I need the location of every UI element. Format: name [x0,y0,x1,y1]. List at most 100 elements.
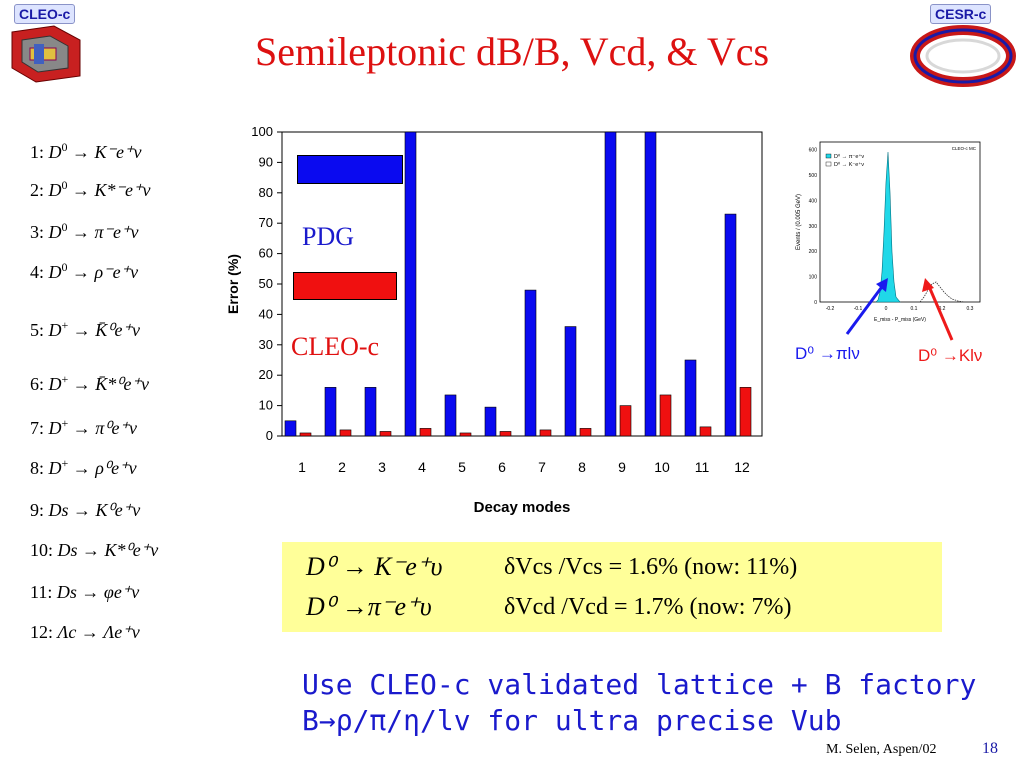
decay-mode-charge: + [61,318,69,332]
k-e-nu-bump [919,281,965,303]
result-formula-1: D⁰ → K⁻e⁺υ [306,552,443,581]
cleo-bar [299,432,312,437]
y-tick-label: 10 [259,398,273,413]
slide-title: Semileptonic dB/B, Vcd, & Vcs [254,29,770,74]
decay-mode-charge: + [61,372,69,386]
legend-pdg-swatch [297,155,403,184]
decay-arrow-icon: → [76,622,104,642]
x-tick-label: 8 [578,459,586,475]
decay-mode-6: 6: D+ → K̄*⁰e⁺ν [30,372,149,395]
decay-arrow-icon: → [68,374,96,394]
x-tick-label: 2 [338,459,346,475]
inset-corner-label: CLEO-c MC [952,146,977,151]
y-tick-label: 80 [259,185,273,200]
decay-mode-7: 7: D+ → π⁰e⁺ν [30,416,137,439]
arrow-label-k: D⁰ →Klν [918,346,983,365]
red-arrow [926,283,954,341]
cesr-c-logo: CESR-c [908,4,1018,88]
decay-mode-products: ρ⁰e⁺ν [95,458,137,478]
cleo-bar [619,405,632,437]
decay-mode-parent: D [48,180,62,200]
blue-arrow [845,283,886,335]
inset-x-tick-label: 0.1 [911,306,918,312]
decay-mode-charge: 0 [61,178,68,192]
decay-mode-9: 9: Ds → K⁰e⁺ν [30,498,140,521]
decay-mode-products: K̄⁰e⁺ν [95,320,140,340]
inset-y-tick-label: 200 [809,249,818,255]
legend-pdg-label: PDG [302,222,355,251]
inset-y-axis-label: Events / (0.005 GeV) [796,194,802,250]
x-axis-label: Decay modes [474,499,571,516]
decay-mode-11: 11: Ds → φe⁺ν [30,580,139,603]
decay-mode-number: 12: [30,622,58,642]
decay-mode-charge: + [61,456,69,470]
decay-mode-charge: 0 [61,140,68,154]
decay-mode-10: 10: Ds → K*⁰e⁺ν [30,538,158,561]
decay-mode-12: 12: Λc → Λe⁺ν [30,620,140,643]
pdg-bar [604,131,617,437]
decay-mode-parent: D [48,374,62,394]
cleo-bar [379,431,392,437]
y-axis-label: Error (%) [228,254,241,314]
x-tick-label: 4 [418,459,426,475]
result-text-1: δVcs /Vcs = 1.6% (now: 11%) [504,554,798,580]
decay-mode-number: 5: [30,320,49,340]
decay-arrow-icon: → [67,222,95,242]
cleo-bar [739,387,752,437]
cleo-bar [539,429,552,437]
decay-mode-parent: D [48,222,62,242]
cleo-bar [419,428,432,437]
decay-mode-4: 4: D0 → ρ⁻e⁺ν [30,260,138,283]
pdg-bar [564,326,577,437]
inset-xlabel: E_miss - P_miss (GeV) [874,317,926,323]
decay-mode-8: 8: D+ → ρ⁰e⁺ν [30,456,137,479]
pdg-bar [724,213,737,437]
decay-mode-products: π⁰e⁺ν [95,418,138,438]
decay-mode-parent: D [48,418,62,438]
decay-arrow-icon: → [67,180,95,200]
x-tick-label: 3 [378,459,386,475]
decay-mode-products: φe⁺ν [103,582,140,602]
pdg-bar [364,387,377,437]
decay-mode-charge: 0 [61,260,68,274]
decay-mode-parent: Ds [56,582,77,602]
y-tick-label: 30 [259,337,273,352]
cesr-c-logo-label: CESR-c [930,4,992,24]
note-line-2: B→ρ/π/η/lv for ultra precise Vub [302,704,842,737]
inset-y-tick-label: 0 [814,300,817,306]
legend-cleo-swatch [293,272,397,300]
decay-arrow-icon: → [76,582,104,602]
decay-mode-number: 10: [30,540,58,560]
decay-mode-products: ρ⁻e⁺ν [94,262,139,282]
inset-ylabel-text: Events / (0.005 GeV) [796,194,802,250]
inset-y-tick-label: 400 [809,198,818,204]
cleo-bar [659,394,672,437]
decay-mode-parent: D [48,142,62,162]
cleo-bar [499,431,512,437]
cleo-bar [579,428,592,437]
cleo-c-logo-label: CLEO-c [14,4,76,24]
pdg-bar [324,387,337,437]
decay-mode-products: K*⁰e⁺ν [104,540,159,560]
inset-x-tick-label: 0.2 [939,306,946,312]
x-tick-label: 11 [695,459,710,475]
decay-mode-parent: D [48,262,62,282]
inset-y-tick-label: 100 [809,275,818,281]
decay-arrow-icon: → [67,142,95,162]
results-box: D⁰ → K⁻e⁺υ δVcs /Vcs = 1.6% (now: 11%) D… [282,542,942,632]
inset-y-tick-label: 300 [809,224,818,230]
pdg-bar [484,406,497,437]
decay-arrow-icon: → [68,458,96,478]
decay-mode-products: K*⁻e⁺ν [94,180,151,200]
pdg-bar [524,289,537,437]
decay-mode-products: K⁻e⁺ν [94,142,142,162]
pdg-bar [644,131,657,437]
legend-cleo-label: CLEO-c [291,332,380,361]
y-tick-label: 40 [259,306,273,321]
result-formula-2: D⁰ →π⁻e⁺υ [306,592,432,621]
decay-arrow-icon: → [68,320,96,340]
decay-mode-2: 2: D0 → K*⁻e⁺ν [30,178,151,201]
y-tick-label: 90 [259,154,273,169]
arrow-label-pi: D⁰ →πlν [795,344,860,363]
